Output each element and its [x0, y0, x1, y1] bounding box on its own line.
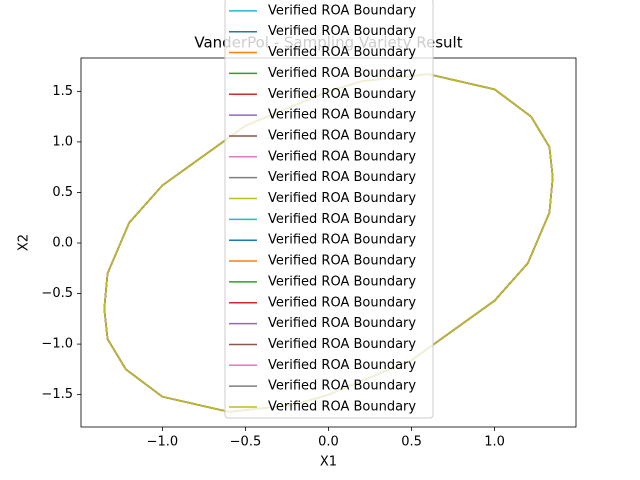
legend-label: Verified ROA Boundary [268, 191, 416, 206]
legend-label: Verified ROA Boundary [268, 316, 416, 331]
legend-label: Verified ROA Boundary [268, 108, 416, 123]
x-tick-label: 0.0 [318, 435, 339, 450]
x-tick-label: −0.5 [230, 435, 262, 450]
legend-label: Verified ROA Boundary [268, 379, 416, 394]
legend-label: Verified ROA Boundary [268, 358, 416, 373]
legend-label: Verified ROA Boundary [268, 274, 416, 289]
x-axis-label: X1 [320, 455, 337, 470]
legend-label: Verified ROA Boundary [268, 149, 416, 164]
x-tick-label: 0.5 [401, 435, 422, 450]
y-axis-label: X2 [17, 234, 32, 251]
y-tick-label: −1.0 [41, 337, 73, 352]
legend-label: Verified ROA Boundary [268, 170, 416, 185]
legend-label: Verified ROA Boundary [268, 45, 416, 60]
legend-label: Verified ROA Boundary [268, 87, 416, 102]
y-tick-label: 0.0 [52, 236, 73, 251]
legend-box [224, 0, 434, 419]
legend-label: Verified ROA Boundary [268, 24, 416, 39]
y-tick-label: 1.0 [52, 134, 73, 149]
x-tick-label: −1.0 [147, 435, 179, 450]
legend-label: Verified ROA Boundary [268, 233, 416, 248]
legend-label: Verified ROA Boundary [268, 400, 416, 415]
y-tick-label: −1.5 [41, 387, 73, 402]
legend-label: Verified ROA Boundary [268, 254, 416, 269]
legend-label: Verified ROA Boundary [268, 3, 416, 18]
x-tick-label: 1.0 [484, 435, 505, 450]
legend-label: Verified ROA Boundary [268, 337, 416, 352]
legend-label: Verified ROA Boundary [268, 66, 416, 81]
legend-label: Verified ROA Boundary [268, 295, 416, 310]
y-tick-label: 1.5 [52, 84, 73, 99]
y-tick-label: −0.5 [41, 286, 73, 301]
y-tick-label: 0.5 [52, 185, 73, 200]
roa-boundary-line [103, 73, 554, 413]
legend-label: Verified ROA Boundary [268, 128, 416, 143]
legend-label: Verified ROA Boundary [268, 212, 416, 227]
